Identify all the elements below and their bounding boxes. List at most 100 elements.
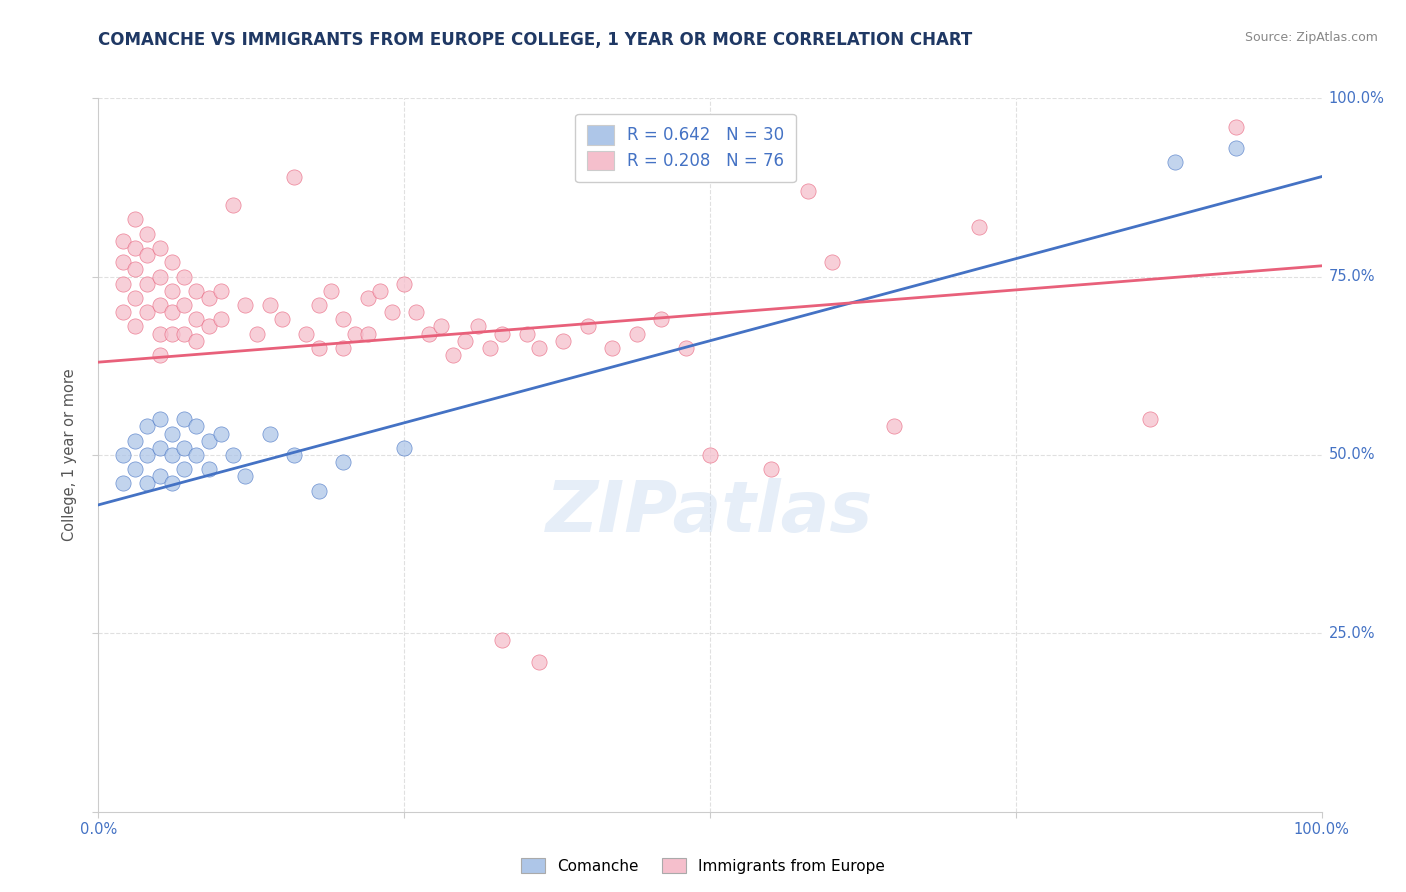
Point [283, 448, 305, 462]
Point [186, 448, 208, 462]
Point [797, 184, 820, 198]
Point [111, 277, 134, 291]
Point [454, 334, 477, 348]
Point [197, 462, 219, 476]
Point [259, 298, 281, 312]
Point [368, 284, 391, 298]
Point [173, 298, 195, 312]
Point [1139, 412, 1161, 426]
Point [149, 326, 172, 341]
Point [111, 448, 134, 462]
Point [149, 269, 172, 284]
Point [344, 326, 367, 341]
Point [233, 298, 256, 312]
Point [553, 334, 575, 348]
Point [136, 476, 159, 491]
Point [111, 255, 134, 269]
Text: Source: ZipAtlas.com: Source: ZipAtlas.com [1244, 31, 1378, 45]
Point [761, 462, 783, 476]
Point [186, 419, 208, 434]
Point [600, 341, 623, 355]
Legend: R = 0.642   N = 30, R = 0.208   N = 76: R = 0.642 N = 30, R = 0.208 N = 76 [575, 113, 796, 182]
Point [111, 476, 134, 491]
Point [160, 284, 183, 298]
Point [356, 326, 378, 341]
Point [173, 412, 195, 426]
Point [160, 305, 183, 319]
Point [246, 326, 269, 341]
Point [308, 483, 330, 498]
Point [332, 455, 354, 469]
Point [576, 319, 599, 334]
Point [149, 441, 172, 455]
Point [392, 441, 416, 455]
Point [124, 212, 146, 227]
Point [1225, 141, 1247, 155]
Point [478, 341, 501, 355]
Point [356, 291, 378, 305]
Point [222, 198, 245, 212]
Point [160, 426, 183, 441]
Text: 25.0%: 25.0% [1329, 626, 1375, 640]
Point [124, 434, 146, 448]
Point [527, 341, 550, 355]
Point [467, 319, 489, 334]
Legend: Comanche, Immigrants from Europe: Comanche, Immigrants from Europe [515, 852, 891, 880]
Point [111, 234, 134, 248]
Point [319, 284, 342, 298]
Point [124, 462, 146, 476]
Point [295, 326, 318, 341]
Point [197, 291, 219, 305]
Point [699, 448, 721, 462]
Point [308, 341, 330, 355]
Point [173, 326, 195, 341]
Point [160, 255, 183, 269]
Point [332, 312, 354, 326]
Point [381, 305, 404, 319]
Point [392, 277, 416, 291]
Point [308, 298, 330, 312]
Point [491, 326, 513, 341]
Point [173, 269, 195, 284]
Point [283, 169, 305, 184]
Point [173, 441, 195, 455]
Point [149, 241, 172, 255]
Point [149, 298, 172, 312]
Point [821, 255, 844, 269]
Point [675, 341, 697, 355]
Text: 50.0%: 50.0% [1329, 448, 1375, 462]
Point [124, 291, 146, 305]
Point [197, 434, 219, 448]
Point [967, 219, 990, 234]
Point [160, 326, 183, 341]
Point [441, 348, 464, 362]
Point [515, 326, 537, 341]
Point [430, 319, 453, 334]
Point [124, 241, 146, 255]
Point [491, 633, 513, 648]
Point [186, 312, 208, 326]
Point [149, 348, 172, 362]
Point [136, 277, 159, 291]
Point [136, 448, 159, 462]
Point [527, 655, 550, 669]
Point [626, 326, 648, 341]
Point [136, 419, 159, 434]
Point [186, 334, 208, 348]
Point [650, 312, 672, 326]
Point [209, 284, 232, 298]
Text: 100.0%: 100.0% [1329, 91, 1385, 105]
Point [332, 341, 354, 355]
Point [405, 305, 427, 319]
Point [160, 448, 183, 462]
Point [270, 312, 294, 326]
Point [209, 312, 232, 326]
Point [160, 476, 183, 491]
Point [209, 426, 232, 441]
Text: ZIPatlas: ZIPatlas [547, 477, 873, 547]
Point [222, 448, 245, 462]
Point [418, 326, 440, 341]
Point [173, 462, 195, 476]
Point [1225, 120, 1247, 134]
Point [149, 469, 172, 483]
